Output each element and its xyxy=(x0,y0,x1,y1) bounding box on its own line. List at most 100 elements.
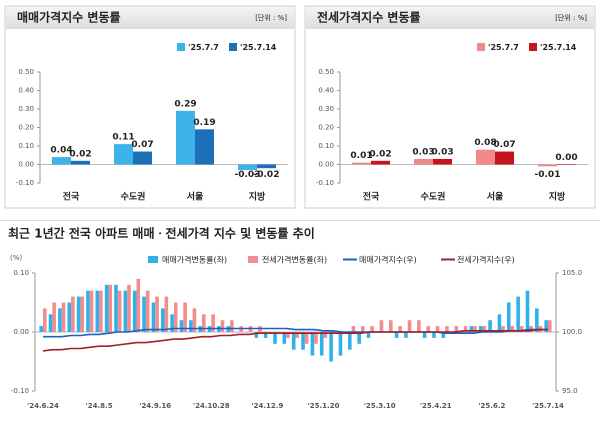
bar xyxy=(426,326,431,332)
legend-swatch xyxy=(248,256,258,263)
bar xyxy=(95,290,100,332)
data-label: 0.02 xyxy=(369,149,391,159)
bar xyxy=(117,290,122,332)
bar xyxy=(173,302,178,332)
bar xyxy=(476,149,495,165)
bar xyxy=(454,326,459,332)
bar xyxy=(538,164,557,167)
bar xyxy=(108,284,113,332)
y-tick-label: 0.00 xyxy=(318,161,334,169)
y-tick-label: 0.50 xyxy=(318,68,334,76)
bar xyxy=(329,332,333,362)
unit-label: [단위 : %] xyxy=(255,13,287,22)
data-label: -0.02 xyxy=(254,170,280,180)
bar xyxy=(495,151,514,165)
data-label: 0.02 xyxy=(69,149,91,159)
bar xyxy=(488,320,492,332)
data-label: -0.01 xyxy=(535,170,561,180)
bar xyxy=(445,326,449,332)
bar xyxy=(519,326,524,332)
bar xyxy=(257,164,276,169)
bar xyxy=(263,332,268,338)
bar xyxy=(433,158,452,165)
y-tick-label: 0.30 xyxy=(18,105,34,113)
bar xyxy=(189,320,193,332)
data-label: 0.08 xyxy=(474,138,496,148)
bar xyxy=(323,332,328,338)
legend-label: '25.7.7 xyxy=(188,43,219,52)
unit-label: [단위 : %] xyxy=(555,13,587,22)
legend-swatch xyxy=(529,43,537,51)
y-axis-label: (%) xyxy=(10,254,22,262)
panel-title: 전세가격지수 변동률 xyxy=(317,10,421,25)
legend-label: 매매가격지수(우) xyxy=(359,255,417,265)
bar xyxy=(501,326,505,332)
bar xyxy=(114,144,133,165)
bar xyxy=(133,151,152,165)
legend-label: '25.7.7 xyxy=(488,43,519,52)
bar xyxy=(295,332,300,338)
legend-label: '25.7.14 xyxy=(240,43,277,52)
x-tick-label: 전국 xyxy=(63,191,80,203)
x-tick-label: 수도권 xyxy=(121,191,146,203)
x-tick-label: 전국 xyxy=(363,191,380,203)
bar xyxy=(201,314,206,332)
bar xyxy=(58,308,62,332)
data-label: 0.03 xyxy=(431,147,453,157)
y-tick-label: 0.10 xyxy=(318,142,334,150)
bar xyxy=(371,160,390,165)
chart-title: 최근 1년간 전국 아파트 매매ㆍ전세가격 지수 및 변동률 추이 xyxy=(8,226,315,241)
bar xyxy=(407,320,412,332)
y2-tick-label: 105.0 xyxy=(562,269,582,277)
x-tick-label: '25.7.14 xyxy=(532,402,564,410)
legend-label: 전세가격지수(우) xyxy=(457,255,515,265)
bar xyxy=(230,320,234,332)
x-tick-label: 서울 xyxy=(187,191,204,203)
bar xyxy=(394,332,399,338)
bar xyxy=(195,129,214,165)
bar xyxy=(301,332,305,350)
bar xyxy=(67,302,72,332)
panel-header xyxy=(306,7,594,29)
bar xyxy=(104,284,109,332)
bar xyxy=(160,308,165,332)
bar xyxy=(48,314,53,332)
bar xyxy=(254,332,259,338)
legend-swatch xyxy=(229,43,237,51)
data-label: 0.11 xyxy=(112,133,134,143)
bar xyxy=(432,332,436,338)
bar xyxy=(145,290,150,332)
bar xyxy=(114,284,118,332)
bar xyxy=(469,326,474,332)
bar xyxy=(273,332,277,344)
line xyxy=(42,328,548,352)
x-tick-label: '24.9.16 xyxy=(139,402,171,410)
y-tick-label: 0.40 xyxy=(18,87,34,95)
bar xyxy=(164,296,169,332)
x-tick-label: 수도권 xyxy=(421,191,446,203)
bar xyxy=(338,332,343,356)
bar xyxy=(52,302,56,332)
bar xyxy=(86,290,90,332)
legend-swatch xyxy=(148,256,158,263)
bar xyxy=(319,332,324,356)
bar xyxy=(482,326,487,332)
bar xyxy=(535,308,539,332)
bar xyxy=(414,158,433,165)
bar xyxy=(76,296,81,332)
bar xyxy=(123,290,128,332)
y-tick-label: 0.20 xyxy=(318,124,334,132)
bar xyxy=(52,157,71,165)
bar xyxy=(351,326,356,332)
bar xyxy=(510,326,515,332)
bar xyxy=(463,326,468,332)
y2-tick-label: 100.0 xyxy=(562,328,582,336)
bar xyxy=(132,290,137,332)
bar xyxy=(389,320,393,332)
bar xyxy=(39,326,43,332)
bar xyxy=(80,296,85,332)
bar xyxy=(352,162,371,165)
bar xyxy=(357,332,361,344)
bar xyxy=(176,110,195,165)
bar xyxy=(142,296,146,332)
